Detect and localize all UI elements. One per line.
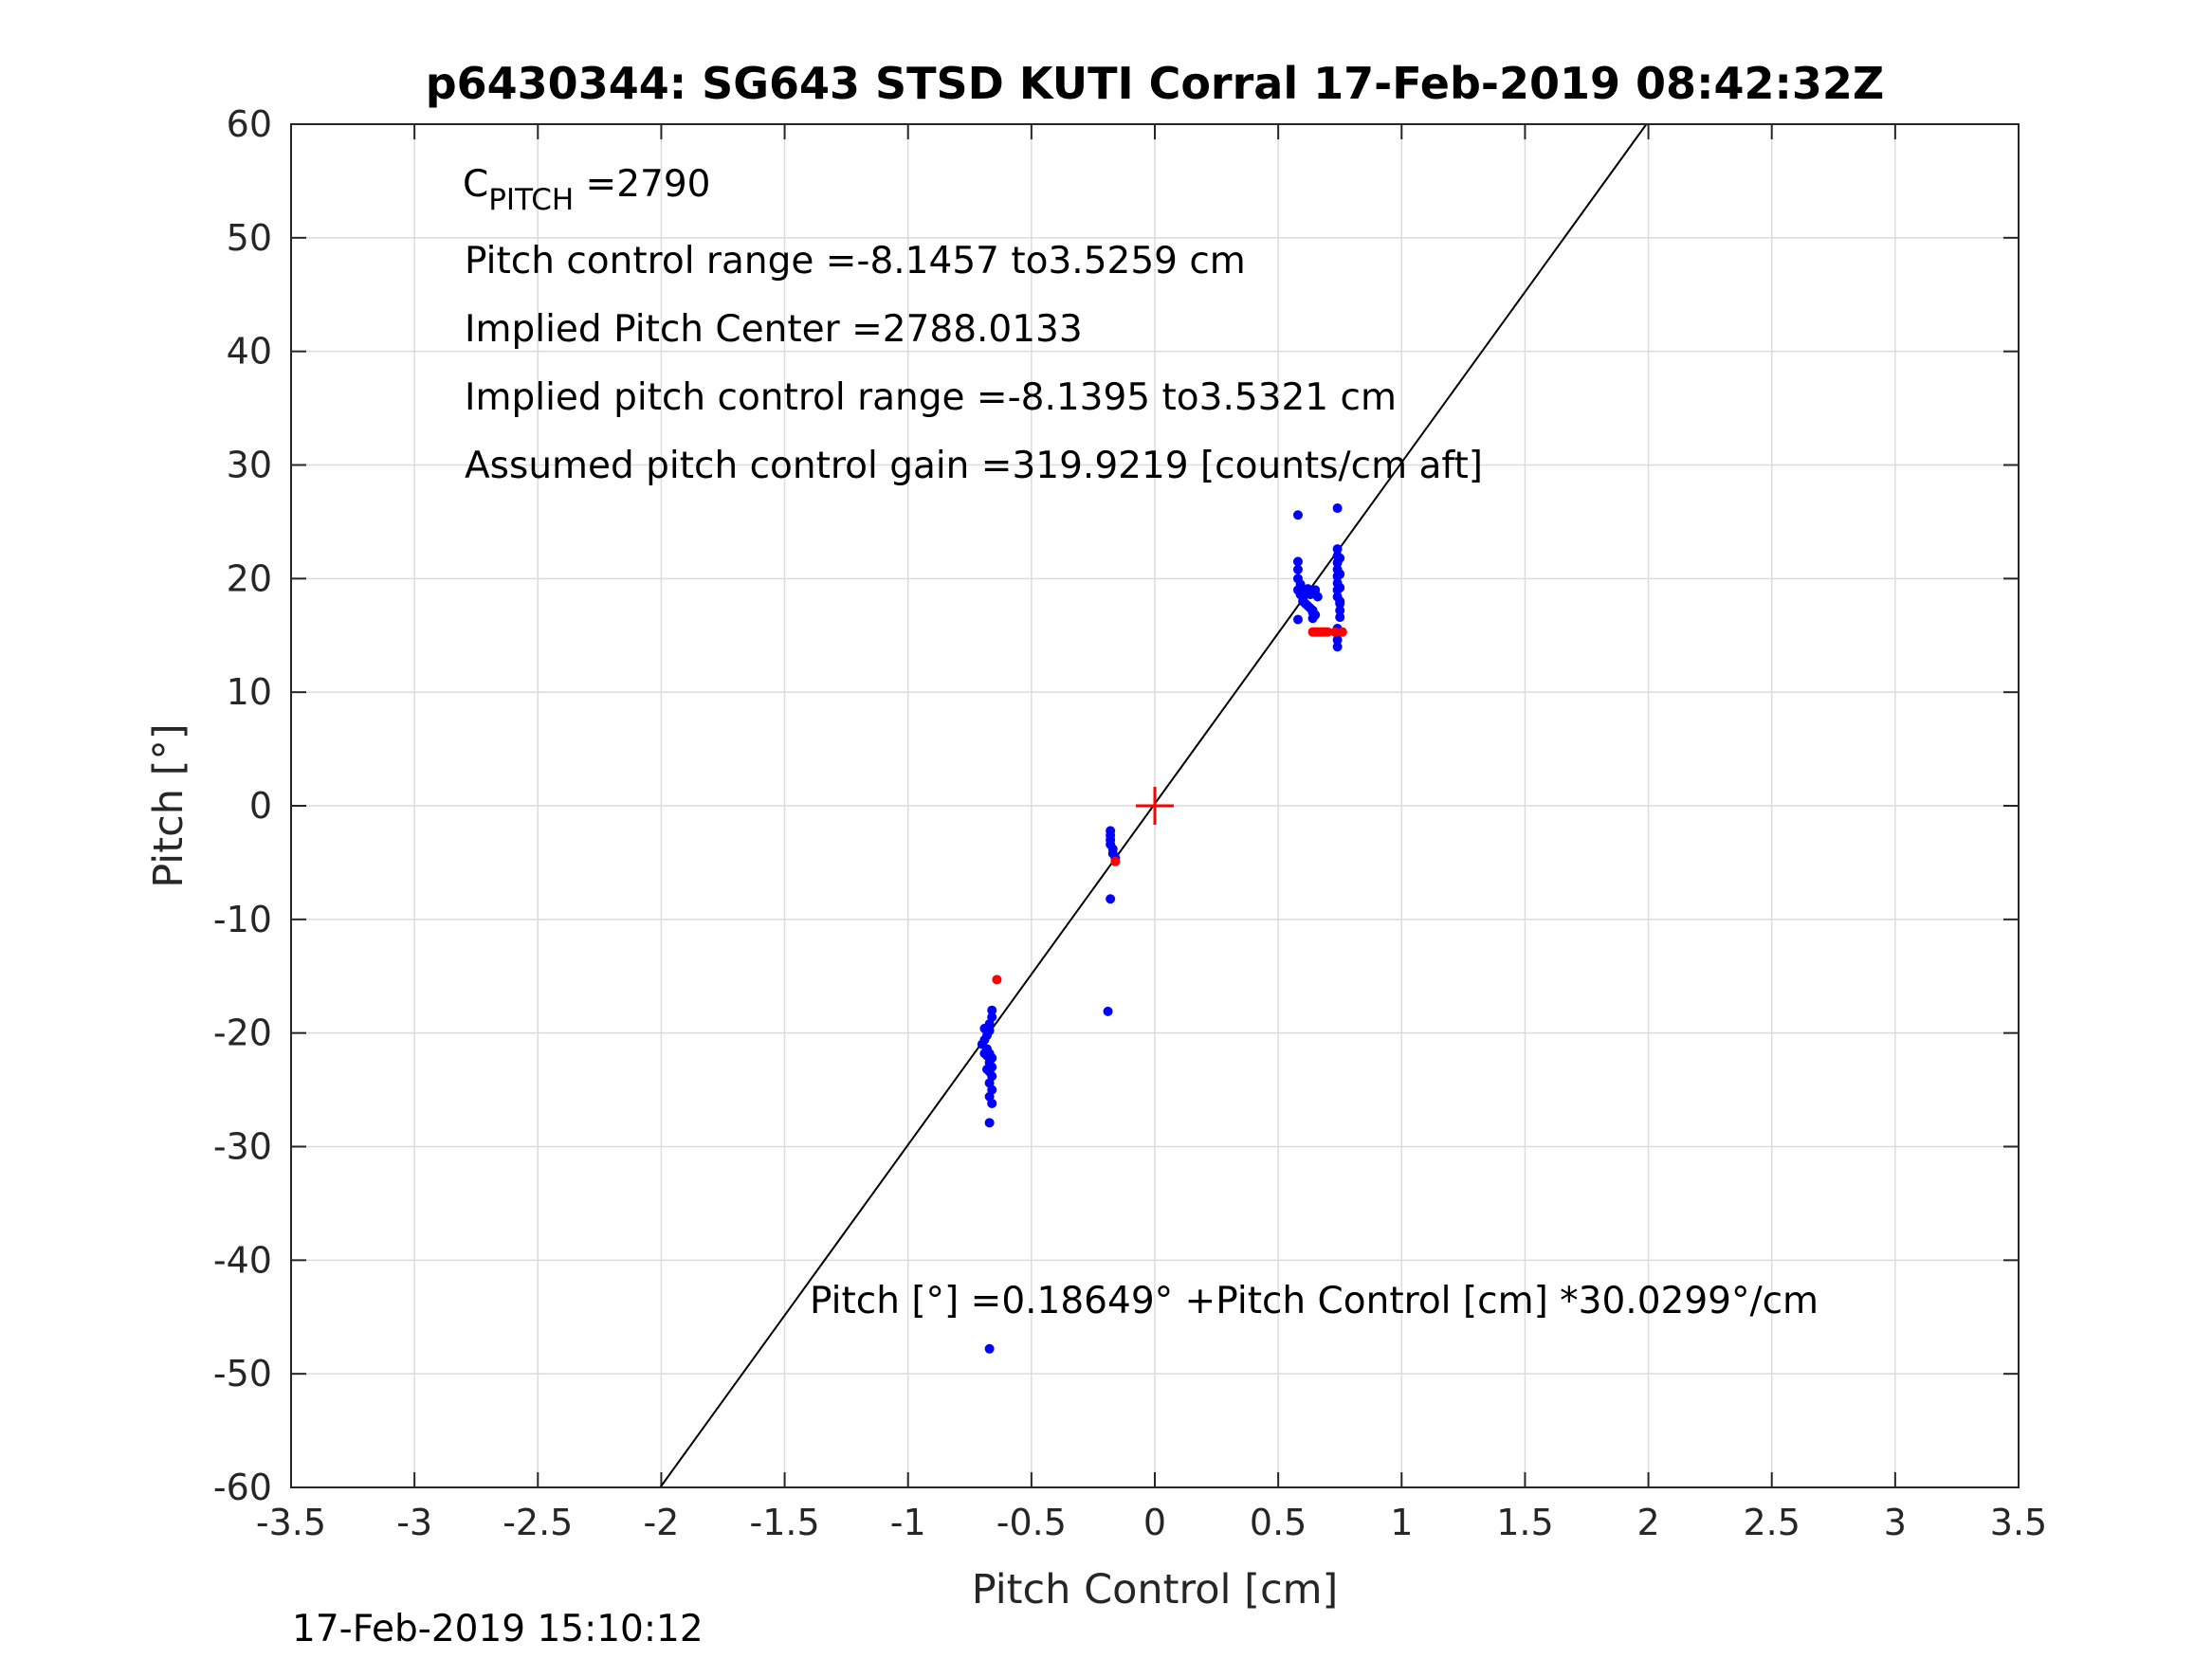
- scatter-point: [984, 1343, 995, 1354]
- y-tick-label: 20: [227, 557, 272, 599]
- y-tick-label: 50: [227, 217, 272, 259]
- y-tick-label: -20: [213, 1012, 272, 1054]
- x-tick-label: 2.5: [1743, 1502, 1800, 1543]
- chart-title: p6430344: SG643 STSD KUTI Corral 17-Feb-…: [426, 58, 1885, 109]
- c-pitch-symbol: C: [463, 163, 488, 206]
- scatter-point: [1335, 596, 1345, 607]
- scatter-point: [992, 975, 1002, 985]
- x-tick-label: 0: [1143, 1502, 1166, 1543]
- plot-frame: [290, 123, 2020, 1488]
- scatter-point: [979, 1023, 990, 1033]
- timestamp-footer: 17-Feb-2019 15:10:12: [292, 1608, 704, 1650]
- y-tick-label: 30: [227, 445, 272, 486]
- y-tick-label: 10: [227, 671, 272, 713]
- x-tick-label: -2.5: [503, 1502, 573, 1543]
- scatter-point: [1307, 613, 1318, 624]
- scatter-point: [1312, 592, 1323, 602]
- implied-pitch-range-annotation: Implied pitch control range =-8.1395 to3…: [465, 376, 1397, 419]
- x-tick-label: -3: [396, 1502, 432, 1543]
- scatter-point: [1305, 590, 1315, 600]
- scatter-point: [1292, 564, 1303, 574]
- scatter-point: [1335, 605, 1345, 615]
- x-tick-label: -1.5: [749, 1502, 819, 1543]
- y-tick-label: -40: [213, 1239, 272, 1281]
- scatter-point: [1332, 503, 1343, 514]
- x-tick-label: 3: [1884, 1502, 1907, 1543]
- y-tick-label: -10: [213, 899, 272, 940]
- implied-pitch-center-annotation: Implied Pitch Center =2788.0133: [465, 308, 1083, 351]
- y-tick-label: 40: [227, 331, 272, 373]
- y-tick-label: -60: [213, 1467, 272, 1508]
- x-tick-label: -3.5: [256, 1502, 326, 1543]
- data-points: [977, 503, 1347, 1354]
- x-tick-label: -1: [890, 1502, 926, 1543]
- y-tick-label: -30: [213, 1126, 272, 1168]
- x-tick-label: 0.5: [1250, 1502, 1307, 1543]
- y-axis-label: Pitch [°]: [145, 723, 192, 887]
- scatter-point: [1335, 569, 1345, 579]
- scatter-point: [1335, 582, 1345, 592]
- scatter-point: [1292, 510, 1303, 520]
- scatter-point: [1335, 612, 1345, 623]
- scatter-point: [1292, 556, 1303, 567]
- scatter-point: [1337, 627, 1347, 637]
- x-tick-label: 1.5: [1496, 1502, 1553, 1543]
- x-tick-label: 3.5: [1990, 1502, 2047, 1543]
- x-tick-label: -0.5: [996, 1502, 1067, 1543]
- y-tick-label: 0: [249, 785, 272, 827]
- scatter-point: [984, 1118, 995, 1128]
- center-marker: [1136, 787, 1174, 825]
- scatter-point: [1332, 544, 1343, 555]
- scatter-point: [1332, 642, 1343, 652]
- scatter-point: [1330, 627, 1341, 637]
- scatter-point: [1332, 635, 1343, 646]
- c-pitch-value: =2790: [574, 163, 710, 206]
- scatter-point: [1106, 894, 1116, 904]
- x-tick-label: 1: [1390, 1502, 1413, 1543]
- scatter-point: [1335, 553, 1345, 563]
- scatter-point: [979, 1048, 990, 1059]
- pitch-gain-annotation: Assumed pitch control gain =319.9219 [co…: [465, 445, 1483, 487]
- pitch-control-range-annotation: Pitch control range =-8.1457 to3.5259 cm: [465, 240, 1246, 283]
- x-tick-labels: -3.5 -3 -2.5 -2 -1.5 -1 -0.5 0 0.5 1 1.5 2 2.5 3 3.5: [256, 1502, 2047, 1543]
- c-pitch-annotation: CPITCH =2790: [463, 163, 710, 217]
- y-tick-label: 60: [227, 103, 272, 145]
- scatter-point: [1292, 614, 1303, 625]
- scatter-point: [1110, 856, 1121, 866]
- scatter-point: [1323, 627, 1333, 637]
- x-axis-label: Pitch Control [cm]: [972, 1566, 1339, 1613]
- scatter-point: [987, 1098, 997, 1108]
- x-tick-label: 2: [1636, 1502, 1659, 1543]
- scatter-point: [982, 1065, 993, 1075]
- fit-equation-annotation: Pitch [°] =0.18649° +Pitch Control [cm] …: [810, 1280, 1819, 1322]
- scatter-point: [987, 1005, 997, 1015]
- x-tick-label: -2: [643, 1502, 679, 1543]
- scatter-point: [1103, 1006, 1113, 1016]
- y-tick-labels: -60 -50 -40 -30 -20 -10 0 10 20 30 40 50 60: [213, 103, 272, 1508]
- c-pitch-subscript: PITCH: [488, 183, 574, 217]
- y-tick-label: -50: [213, 1353, 272, 1395]
